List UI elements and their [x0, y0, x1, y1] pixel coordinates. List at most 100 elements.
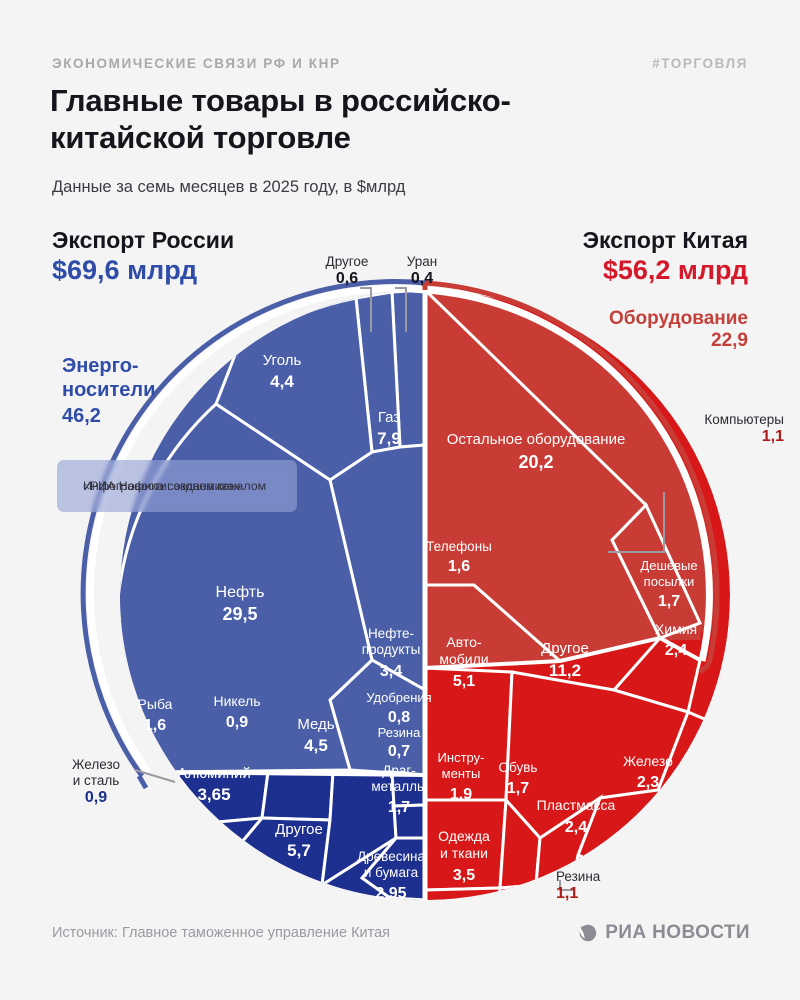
- segment-label-cars: Авто- мобили 5,1: [439, 634, 488, 690]
- callout-other-russia-label: Другое: [325, 254, 369, 269]
- svg-text:металлы: металлы: [371, 779, 426, 794]
- segment-label-coal: Уголь 4,4: [263, 352, 302, 391]
- segment-label-rubber-ru: Резина 0,7: [378, 725, 421, 760]
- svg-text:Пластмасса: Пластмасса: [537, 797, 616, 813]
- svg-text:1,9: 1,9: [450, 786, 472, 803]
- russia-export-heading: Экспорт России $69,6 млрд: [52, 227, 234, 286]
- svg-text:Дешевые: Дешевые: [640, 558, 697, 573]
- china-export-heading: Экспорт Китая $56,2 млрд: [582, 227, 748, 286]
- segment-label-oil: Нефть 29,5: [216, 584, 265, 624]
- svg-text:Нефть: Нефть: [216, 584, 265, 601]
- segment-label-fertilizers: Удобрения 0,8: [366, 690, 431, 726]
- watermark-badge: Инфографика создана каналом «РИА Новости…: [57, 460, 297, 512]
- callout-iron-steel-value: 0,9: [84, 788, 108, 806]
- svg-text:11,2: 11,2: [549, 661, 581, 680]
- segment-label-aluminium: Алюминий 3,65: [177, 765, 251, 804]
- svg-text:Драг-: Драг-: [382, 763, 416, 778]
- svg-text:2,4: 2,4: [565, 819, 587, 836]
- svg-text:Одежда: Одежда: [438, 828, 490, 844]
- segment-label-fish: Рыба 1,6: [138, 696, 173, 734]
- svg-text:Газ: Газ: [378, 409, 400, 426]
- segment-label-plastic: Пластмасса 2,4: [537, 797, 616, 836]
- svg-text:1,7: 1,7: [658, 593, 680, 610]
- svg-text:5,1: 5,1: [453, 673, 475, 690]
- svg-text:1,6: 1,6: [144, 717, 166, 734]
- page-subtitle: Данные за семь месяцев в 2025 году, в $м…: [52, 178, 406, 196]
- svg-text:Энерго-: Энерго-: [62, 355, 139, 377]
- svg-text:20,2: 20,2: [518, 452, 553, 472]
- svg-text:2,4: 2,4: [665, 642, 687, 659]
- china-equipment-group-name: Оборудование: [609, 308, 748, 329]
- source-note: Источник: Главное таможенное управление …: [52, 925, 391, 941]
- svg-text:и бумага: и бумага: [364, 865, 419, 880]
- svg-text:Древесина: Древесина: [357, 849, 425, 864]
- callout-computers-label: Компьютеры: [704, 412, 784, 427]
- svg-text:0,7: 0,7: [388, 743, 410, 760]
- callout-iron-steel-label-line1: Железо: [72, 757, 120, 772]
- russia-export-amount: $69,6 млрд: [52, 255, 198, 286]
- svg-text:3,4: 3,4: [380, 663, 402, 680]
- svg-text:Удобрения: Удобрения: [366, 690, 431, 705]
- brand-name: РИА НОВОСТИ: [605, 922, 750, 943]
- svg-text:3,5: 3,5: [453, 867, 475, 884]
- svg-text:7,9: 7,9: [377, 429, 401, 448]
- svg-text:29,5: 29,5: [222, 604, 257, 624]
- svg-text:Никель: Никель: [214, 693, 261, 709]
- hashtag-label: #ТОРГОВЛЯ: [652, 56, 748, 71]
- segment-label-nickel: Никель 0,9: [214, 693, 261, 731]
- svg-text:Телефоны: Телефоны: [426, 539, 492, 554]
- svg-text:Алюминий: Алюминий: [177, 765, 251, 782]
- svg-text:4,4: 4,4: [270, 372, 294, 391]
- segment-label-copper: Медь 4,5: [297, 716, 334, 755]
- svg-text:менты: менты: [442, 766, 481, 781]
- svg-text:Авто-: Авто-: [446, 634, 482, 650]
- callout-uranium-label: Уран: [406, 254, 438, 269]
- segment-label-precious: Драг- металлы 1,7: [371, 763, 426, 816]
- callout-rubber-china: Резина 1,1: [556, 869, 666, 904]
- watermark-line1: Инфографика создана каналом: [83, 479, 267, 493]
- segment-label-other-equipment: Остальное оборудование 20,2: [447, 431, 626, 472]
- ria-globe-icon: [579, 924, 597, 942]
- brand-logo: РИА НОВОСТИ: [576, 922, 750, 944]
- segment-label-gas: Газ 7,9: [377, 409, 401, 448]
- segment-label-iron: Железо 2,3: [623, 753, 673, 791]
- svg-text:3,65: 3,65: [197, 785, 230, 804]
- svg-text:Медь: Медь: [297, 716, 334, 733]
- china-equipment-group-value: 22,9: [711, 329, 748, 351]
- svg-text:0,9: 0,9: [226, 714, 248, 731]
- watermark-line2: «РИА Новости: экономика»: [83, 479, 242, 493]
- callout-other-russia: Другое 0,6: [311, 254, 383, 289]
- svg-text:Остальное оборудование: Остальное оборудование: [447, 431, 626, 448]
- callout-rubber-china-label: Резина: [556, 869, 601, 884]
- page-title: Главные товары в российско-китайской тор…: [50, 83, 511, 156]
- callout-iron-steel: Железо и сталь 0,9: [52, 757, 140, 808]
- svg-text:Обувь: Обувь: [499, 760, 538, 775]
- segment-label-wood: Древесина и бумага 2,95: [357, 849, 425, 902]
- svg-text:1,6: 1,6: [448, 558, 470, 575]
- svg-text:Уголь: Уголь: [263, 352, 302, 369]
- segment-label-oilproducts: Нефте- продукты 3,4: [362, 626, 421, 680]
- callout-iron-steel-label-line2: и сталь: [72, 772, 120, 788]
- svg-text:4,5: 4,5: [304, 736, 328, 755]
- segment-label-phones: Телефоны 1,6: [426, 539, 492, 575]
- segment-label-tools: Инстру- менты 1,9: [438, 750, 485, 803]
- china-equipment-group-label: Оборудование 22,9: [609, 308, 748, 353]
- segment-label-parcels: Дешевые посылки 1,7: [640, 558, 697, 610]
- svg-text:0,8: 0,8: [388, 709, 410, 726]
- callout-computers: Компьютеры 1,1: [664, 412, 784, 447]
- svg-text:1,7: 1,7: [507, 780, 529, 797]
- svg-text:2,95: 2,95: [375, 885, 406, 902]
- svg-text:посылки: посылки: [644, 574, 695, 589]
- svg-text:и ткани: и ткани: [440, 845, 488, 861]
- callout-computers-value: 1,1: [761, 427, 784, 445]
- svg-text:Рыба: Рыба: [138, 696, 173, 712]
- china-export-name: Экспорт Китая: [582, 227, 748, 253]
- callout-rubber-china-value: 1,1: [556, 884, 579, 902]
- svg-text:Резина: Резина: [378, 725, 421, 740]
- segment-label-chemistry: Химия 2,4: [655, 621, 697, 659]
- segment-label-shoes: Обувь 1,7: [499, 760, 538, 797]
- kicker-label: ЭКОНОМИЧЕСКИЕ СВЯЗИ РФ И КНР: [52, 56, 341, 71]
- svg-text:Химия: Химия: [655, 621, 697, 637]
